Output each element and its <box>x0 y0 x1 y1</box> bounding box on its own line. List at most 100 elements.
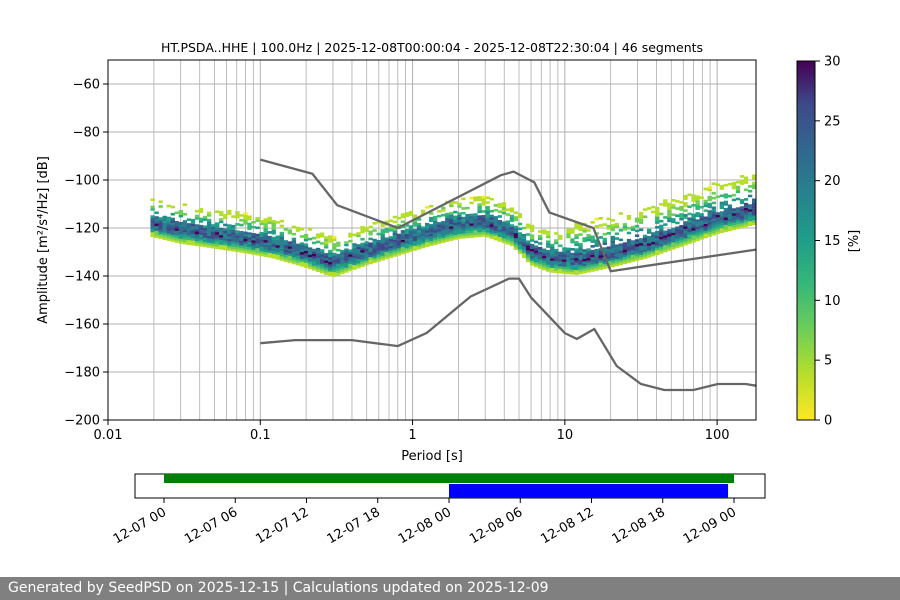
heatmap-cell <box>731 184 737 187</box>
heatmap-cell <box>235 230 240 233</box>
heatmap-cell <box>303 248 309 251</box>
heatmap-cell <box>505 234 511 238</box>
heatmap-cell <box>614 237 620 240</box>
heatmap-cell <box>570 269 575 273</box>
heatmap-cell <box>174 223 180 227</box>
heatmap-cell <box>324 243 329 247</box>
heatmap-cell <box>747 189 753 193</box>
heatmap-cell <box>497 231 502 235</box>
heatmap-cell <box>424 234 430 238</box>
heatmap-cell <box>307 266 313 270</box>
heatmap-cell <box>408 237 414 240</box>
heatmap-cell <box>538 263 543 267</box>
heatmap-cell <box>651 251 656 254</box>
heatmap-cell <box>525 242 531 246</box>
heatmap-cell <box>711 206 716 210</box>
heatmap-cell <box>158 229 163 232</box>
heatmap-cell <box>473 234 478 238</box>
heatmap-cell <box>610 243 616 246</box>
heatmap-cell <box>344 248 349 252</box>
heatmap-cell <box>529 229 535 233</box>
heatmap-cell <box>295 246 301 249</box>
heatmap-cell <box>223 216 228 220</box>
heatmap-cell <box>364 243 369 247</box>
heatmap-cell <box>420 236 426 239</box>
heatmap-cell <box>529 239 535 242</box>
y-axis-label: Amplitude [m²/s⁴/Hz] [dB] <box>36 156 51 324</box>
heatmap-cell <box>449 226 454 229</box>
heatmap-cell <box>170 239 175 242</box>
heatmap-cell <box>412 243 418 246</box>
heatmap-cell <box>570 247 575 251</box>
heatmap-cell <box>299 259 305 262</box>
heatmap-cell <box>622 256 628 260</box>
heatmap-cell <box>582 258 587 262</box>
heatmap-cell <box>473 230 478 233</box>
heatmap-cell <box>630 254 636 258</box>
heatmap-cell <box>275 235 280 239</box>
heatmap-cell <box>747 206 753 210</box>
heatmap-cell <box>239 250 244 253</box>
heatmap-cell <box>416 246 422 250</box>
heatmap-cell <box>562 259 567 262</box>
heatmap-cell <box>412 224 418 227</box>
heatmap-cell <box>550 262 555 266</box>
heatmap-cell <box>533 250 539 253</box>
heatmap-cell <box>360 254 365 258</box>
heatmap-cell <box>158 226 163 230</box>
heatmap-cell <box>215 210 220 214</box>
heatmap-cell <box>719 223 725 226</box>
heatmap-cell <box>412 233 418 237</box>
heatmap-cell <box>182 224 188 228</box>
heatmap-cell <box>332 245 337 249</box>
heatmap-cell <box>634 248 640 252</box>
heatmap-cell <box>521 238 527 242</box>
heatmap-cell <box>695 224 700 227</box>
heatmap-cell <box>166 221 171 225</box>
heatmap-cell <box>206 226 212 229</box>
heatmap-cell <box>711 218 716 222</box>
heatmap-cell <box>477 229 482 233</box>
heatmap-cell <box>263 244 268 248</box>
heatmap-cell <box>429 224 434 227</box>
heatmap-cell <box>287 243 293 247</box>
heatmap-cell <box>638 250 644 253</box>
heatmap-cell <box>747 213 753 217</box>
heatmap-cell <box>594 256 599 259</box>
heatmap-cell <box>582 256 587 259</box>
timeline-tick-label: 12-08 18 <box>610 505 668 547</box>
heatmap-cell <box>626 250 632 254</box>
heatmap-cell <box>178 212 184 216</box>
heatmap-cell <box>663 216 668 219</box>
heatmap-cell <box>202 235 208 238</box>
heatmap-cell <box>473 220 478 224</box>
heatmap-cell <box>542 253 547 256</box>
heatmap-cell <box>469 225 474 229</box>
heatmap-cell <box>509 229 515 232</box>
heatmap-cell <box>622 242 628 245</box>
heatmap-cell <box>485 222 490 226</box>
heatmap-cell <box>590 266 595 270</box>
heatmap-cell <box>509 241 515 244</box>
heatmap-cell <box>687 212 692 216</box>
heatmap-cell <box>606 227 611 230</box>
heatmap-cell <box>235 249 240 253</box>
heatmap-cell <box>186 223 192 226</box>
heatmap-cell <box>570 252 575 256</box>
heatmap-cell <box>299 235 305 238</box>
heatmap-cell <box>485 230 490 233</box>
heatmap-cell <box>235 215 240 219</box>
heatmap-cell <box>223 242 228 246</box>
heatmap-cell <box>404 245 410 249</box>
heatmap-cell <box>170 232 175 235</box>
heatmap-cell <box>679 227 684 231</box>
heatmap-cell <box>469 196 474 200</box>
heatmap-cell <box>731 181 737 185</box>
heatmap-cell <box>614 244 620 248</box>
heatmap-cell <box>206 235 212 239</box>
heatmap-cell <box>186 227 192 231</box>
heatmap-cell <box>311 256 317 259</box>
heatmap-cell <box>574 265 579 268</box>
heatmap-cell <box>525 223 531 227</box>
heatmap-cell <box>453 220 458 223</box>
